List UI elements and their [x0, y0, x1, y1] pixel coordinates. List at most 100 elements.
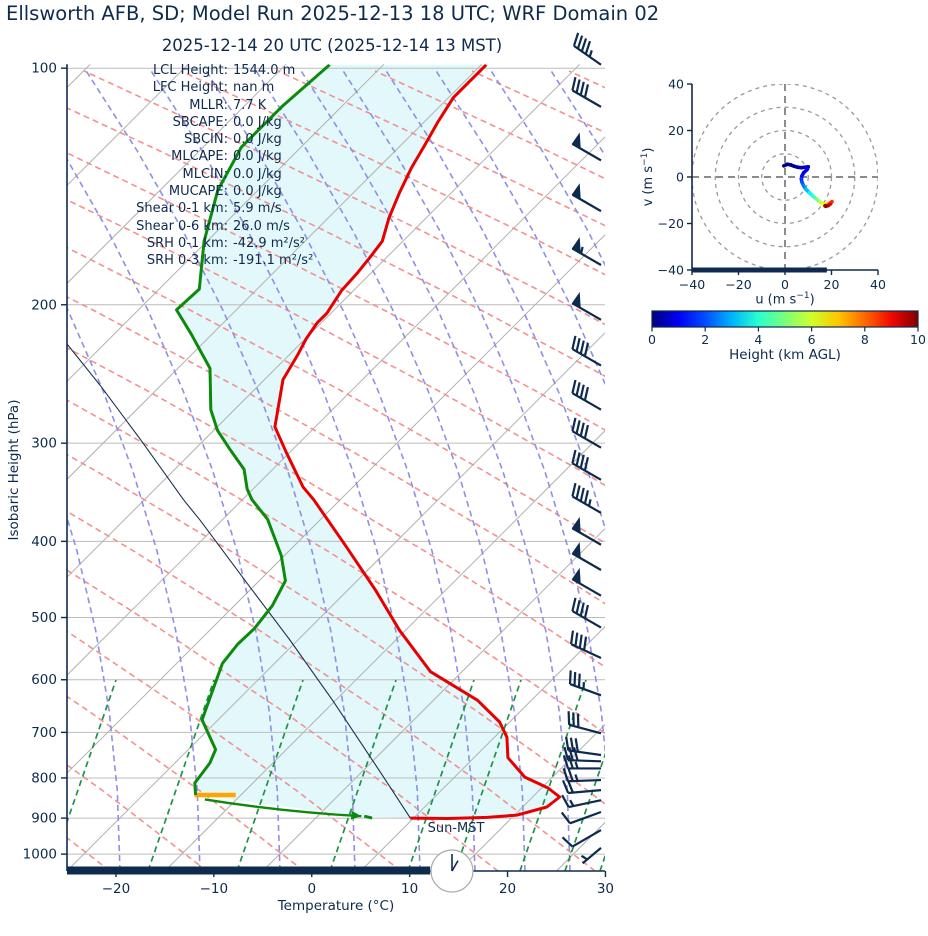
stat-row: SRH 0-3 km: -191.1 m²/s² [70, 252, 313, 269]
stat-row: MLLR: 7.7 K [70, 97, 313, 114]
moist-adiabat-line [550, 70, 605, 158]
stat-row: MLCIN: 0.0 J/kg [70, 166, 313, 183]
surface-mixing-arrowhead [350, 810, 362, 820]
isotherm-gridline [67, 64, 385, 383]
dewpoint-surface-segment [363, 814, 373, 820]
isotherm-gridline [67, 64, 287, 285]
wind-barb [568, 670, 602, 697]
wind-barb [571, 335, 602, 367]
surface-mixing-arrow [204, 798, 362, 818]
moist-adiabat-line [205, 70, 476, 871]
stat-value: nan m [233, 80, 275, 96]
isotherm-gridline [67, 234, 605, 774]
moist-adiabat-line [67, 157, 281, 871]
wind-barb [563, 746, 602, 763]
wind-barb [571, 449, 602, 481]
isotherm-gridline [360, 625, 605, 871]
isotherm-gridline [262, 527, 605, 871]
wind-barb [571, 237, 602, 266]
mixing-ratio-line [67, 679, 117, 825]
colorbar-tick-label: 0 [648, 332, 656, 347]
stat-value: 0.0 J/kg [233, 184, 282, 200]
mixing-ratio-line [519, 679, 587, 871]
wind-barb [561, 794, 602, 809]
hodograph-y-tick-label: −20 [658, 216, 684, 231]
mixing-ratio-line [454, 679, 522, 871]
stat-value: 0.0 J/kg [233, 132, 282, 148]
wind-barb [572, 32, 602, 66]
isotherm-gridline [556, 821, 605, 871]
x-tick-label: 30 [597, 881, 614, 897]
skewt-y-axis-label: Isobaric Height (hPa) [6, 399, 22, 541]
hodograph-y-tick-label: 0 [676, 170, 684, 185]
y-tick-label: 500 [31, 610, 57, 626]
dewpoint-curve [175, 64, 331, 796]
hodograph-y-axis-label: v (m s−1) [639, 147, 657, 207]
stat-label: LCL Height: [152, 63, 228, 78]
wind-barb [571, 516, 602, 546]
wind-barb [571, 597, 602, 629]
y-tick-label: 600 [31, 672, 57, 688]
isotherm-gridline [458, 723, 605, 871]
wind-barb [571, 379, 602, 411]
skewt-axes: 100 200 300 400 500 600 700 800 900 1000 −20 −10 0 10… [23, 61, 614, 897]
wind-barb [562, 767, 602, 783]
stat-value: 5.9 m/s [233, 201, 282, 217]
wind-barb [571, 132, 602, 162]
height-colorbar: 0 2 4 6 8 10 [648, 310, 926, 347]
stat-label: SBCIN: [184, 132, 228, 148]
page-title: Ellsworth AFB, SD; Model Run 2025-12-13 … [6, 2, 660, 25]
valid-time-subtitle: 2025-12-14 20 UTC (2025-12-14 13 MST) [161, 36, 503, 55]
x-tick-label: 20 [499, 881, 516, 897]
wind-barb [562, 755, 601, 770]
stat-label: SRH 0-3 km: [146, 253, 228, 269]
wind-barb [571, 482, 602, 514]
dewpoint-depression-shading [176, 64, 560, 819]
hodograph-x-tick-label: 20 [824, 277, 840, 292]
colorbar-tick-label: 4 [754, 332, 762, 347]
x-tick-label: −10 [200, 881, 229, 897]
stat-label: MLCAPE: [171, 149, 228, 165]
dry-adiabat-line [67, 695, 305, 871]
daylight-progress-bar [67, 866, 431, 875]
dry-adiabat-line [67, 569, 499, 871]
hodograph-baseline-bar [692, 267, 827, 273]
hodograph-y-tick-label: 40 [668, 77, 684, 92]
hodograph-y-tick-label: 20 [668, 123, 684, 138]
y-tick-label: 200 [31, 297, 57, 313]
moist-adiabat-line [342, 70, 605, 757]
stat-label: SBCAPE: [172, 114, 228, 130]
dry-adiabat-line [666, 71, 928, 871]
isotherm-gridline [752, 64, 928, 871]
moist-adiabat-line [150, 70, 421, 871]
stat-value: 7.7 K [233, 97, 267, 113]
moist-adiabat-line [490, 70, 605, 267]
wind-barb [567, 711, 602, 735]
hodograph-x-axis-label: u (m s−1) [755, 291, 815, 308]
wind-barb [560, 810, 602, 825]
moist-adiabat-line [255, 70, 526, 871]
sun-clock-hour-hand [451, 860, 459, 872]
wind-barb [571, 183, 602, 213]
colorbar-tick-label: 6 [808, 332, 816, 347]
isotherm-gridline [67, 64, 581, 578]
colorbar-label: Height (km AGL) [729, 347, 841, 363]
y-tick-label: 1000 [23, 847, 57, 863]
moist-adiabat-line [85, 70, 356, 871]
stat-row: MLCAPE: 0.0 J/kg [70, 148, 313, 165]
wind-barb [570, 630, 602, 660]
stat-label: Shear 0-6 km: [136, 218, 228, 234]
stat-value: 0.0 J/kg [233, 114, 282, 130]
stat-value: 26.0 m/s [233, 218, 290, 234]
wind-barb [565, 736, 602, 757]
stat-row: Shear 0-6 km: 26.0 m/s [70, 218, 313, 235]
x-tick-label: 10 [401, 881, 418, 897]
stat-label: MUCAPE: [168, 184, 228, 200]
isotherm-gridline [67, 332, 605, 871]
hodograph-x-tick-label: 40 [870, 277, 886, 292]
hodograph: −40 −20 0 20 40 −40 −20 0 20 40 [658, 77, 886, 293]
stat-row: MUCAPE: 0.0 J/kg [70, 183, 313, 200]
stat-row: SBCIN: 0.0 J/kg [70, 131, 313, 148]
hodograph-range-ring [737, 129, 833, 225]
